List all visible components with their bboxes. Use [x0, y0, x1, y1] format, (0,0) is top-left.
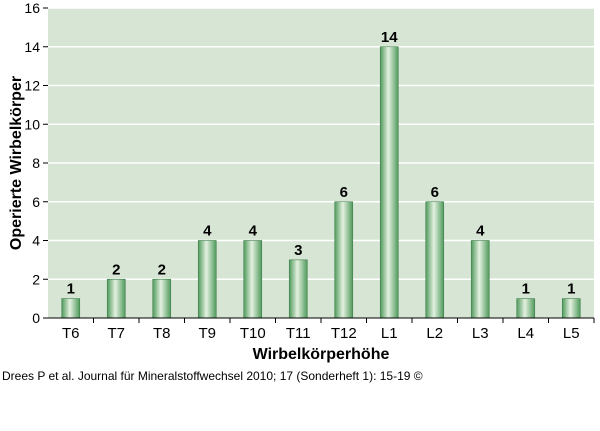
- bar: [106, 278, 126, 319]
- bar: [561, 298, 581, 319]
- bar: [197, 240, 217, 319]
- data-label: 4: [249, 223, 258, 240]
- y-tick-label: 2: [32, 271, 40, 287]
- data-label: 1: [522, 281, 530, 298]
- data-label: 4: [476, 223, 485, 240]
- bar: [288, 259, 308, 319]
- x-tick-label: L5: [563, 325, 580, 342]
- data-label: 14: [381, 29, 398, 46]
- x-axis-title: Wirbelkörperhöhe: [253, 346, 390, 363]
- bar: [243, 240, 263, 319]
- y-tick-label: 4: [32, 233, 40, 249]
- data-labels: 1 2 2 4 4 3 6 14 6 4 1 1: [67, 29, 576, 298]
- x-tick-label: T8: [153, 325, 171, 342]
- x-axis-ticks: T6 T7 T8 T9 T10 T11 T12 L1 L2 L3 L4 L5: [62, 318, 595, 342]
- bar: [152, 278, 172, 319]
- x-tick-label: L3: [472, 325, 489, 342]
- y-axis-title: Operierte Wirbelkörper: [8, 76, 25, 250]
- y-axis-ticks: 0 2 4 6 8 10 12 14 16: [24, 0, 48, 326]
- bar: [379, 46, 399, 319]
- y-tick-label: 8: [32, 155, 40, 171]
- data-label: 3: [294, 242, 302, 259]
- bar: [334, 201, 354, 319]
- data-label: 6: [340, 184, 348, 201]
- gridlines: [48, 7, 594, 280]
- bar: [516, 298, 536, 319]
- source-citation: Drees P et al. Journal für Mineralstoffw…: [2, 369, 423, 383]
- y-tick-label: 0: [32, 310, 40, 326]
- bar: [470, 240, 490, 319]
- x-tick-label: T6: [62, 325, 80, 342]
- x-tick-label: T7: [107, 325, 125, 342]
- x-tick-label: T12: [331, 325, 357, 342]
- data-label: 2: [158, 261, 166, 278]
- data-label: 1: [67, 281, 75, 298]
- x-tick-label: T11: [286, 325, 311, 342]
- x-tick-label: L4: [517, 325, 534, 342]
- x-tick-label: L2: [426, 325, 443, 342]
- data-label: 2: [112, 261, 120, 278]
- y-tick-label: 6: [32, 194, 40, 210]
- x-tick-label: L1: [381, 325, 398, 342]
- data-label: 6: [431, 184, 439, 201]
- bar: [425, 201, 445, 319]
- bar: [61, 298, 81, 319]
- x-tick-label: T10: [240, 325, 266, 342]
- y-tick-label: 12: [24, 78, 40, 94]
- y-tick-label: 10: [24, 116, 40, 132]
- x-tick-label: T9: [198, 325, 216, 342]
- data-label: 4: [203, 223, 212, 240]
- y-tick-label: 16: [24, 0, 40, 16]
- data-label: 1: [567, 281, 575, 298]
- y-tick-label: 14: [24, 39, 40, 55]
